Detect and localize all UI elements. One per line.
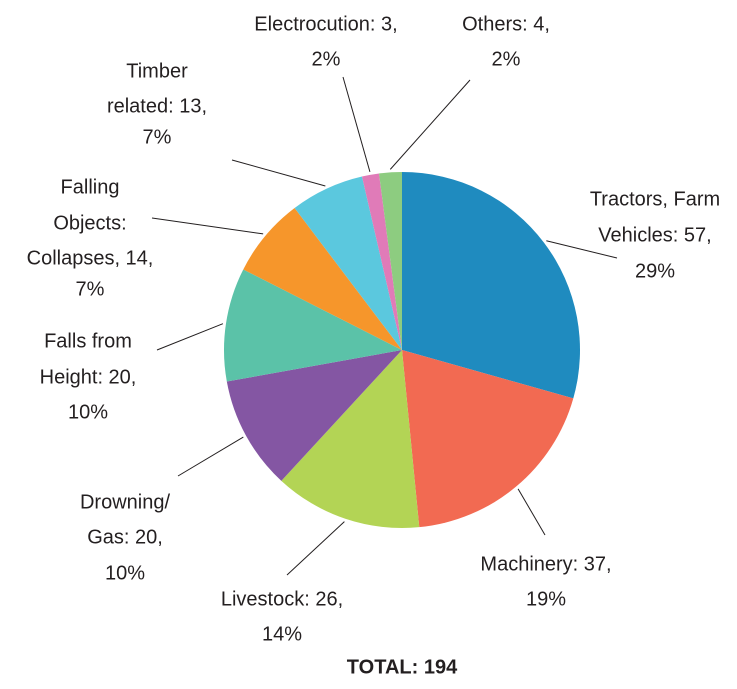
slice-label: Others: 4, [462, 13, 550, 35]
pie-slice [281, 350, 420, 528]
slice-label: Livestock: 26, [221, 588, 343, 610]
slice-label: 29% [635, 260, 675, 282]
slice-label: related: 13, [107, 95, 207, 117]
slice-label: 19% [526, 588, 566, 610]
pie-slice [226, 350, 402, 481]
slice-label: Falling [61, 176, 120, 198]
slice-label: 7% [143, 126, 172, 148]
slice-label: 7% [76, 278, 105, 300]
slice-label: Falls from [44, 330, 132, 352]
slice-label: Timber [126, 60, 188, 82]
leader-line [546, 240, 618, 259]
leader-line [231, 159, 326, 187]
slice-label: Tractors, Farm [590, 188, 720, 210]
slice-label: 2% [492, 48, 521, 70]
pie-slice [402, 172, 580, 399]
leader-line [156, 323, 224, 351]
leader-line [389, 79, 471, 170]
slice-label: Objects: [53, 212, 126, 234]
slice-label: Collapses, 14, [27, 247, 154, 269]
pie-slice [361, 173, 402, 350]
slice-label: 10% [68, 401, 108, 423]
slice-label: Height: 20, [40, 366, 137, 388]
pie-slice [243, 208, 402, 350]
slice-label: 10% [105, 562, 145, 584]
leader-line [342, 76, 371, 173]
leader-line [517, 488, 546, 536]
slice-label: 2% [312, 48, 341, 70]
slice-label: Electrocution: 3, [254, 13, 397, 35]
slice-label: Drowning/ [80, 491, 170, 513]
pie-slice [294, 176, 402, 350]
pie-slice [379, 172, 402, 350]
leader-line [151, 217, 264, 235]
slice-label: 14% [262, 623, 302, 645]
leader-line [286, 521, 345, 576]
slice-label: Machinery: 37, [480, 553, 611, 575]
total-annotation: TOTAL: 194 [347, 656, 458, 678]
pie-slice [402, 350, 574, 528]
slice-label: Vehicles: 57, [598, 224, 711, 246]
pie-slice [224, 269, 402, 382]
slice-label: Gas: 20, [87, 526, 163, 548]
leader-line [177, 436, 244, 477]
